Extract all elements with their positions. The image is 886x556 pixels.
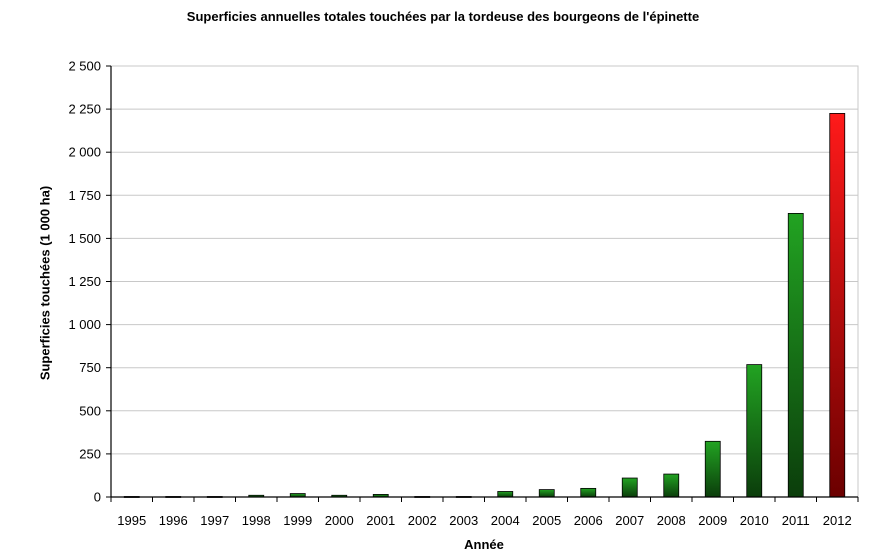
x-tick-label: 2010 <box>740 513 769 528</box>
x-tick-label: 2006 <box>574 513 603 528</box>
y-tick-label: 1 500 <box>68 231 101 246</box>
y-tick-label: 2 000 <box>68 145 101 160</box>
y-tick-label: 0 <box>94 490 101 505</box>
x-tick-label: 2004 <box>491 513 520 528</box>
bar-2008 <box>663 473 680 498</box>
x-tick-label: 2008 <box>657 513 686 528</box>
axes <box>106 65 859 502</box>
y-tick-label: 1 250 <box>68 274 101 289</box>
x-tick-label: 2003 <box>449 513 478 528</box>
x-tick-label: 2001 <box>366 513 395 528</box>
y-tick-label: 750 <box>79 360 101 375</box>
grid-lines <box>110 65 859 498</box>
y-tick-labels: 0 250 500 750 1 000 1 250 1 500 1 750 2 000 2 250… <box>68 59 101 505</box>
x-tick-label: 2005 <box>532 513 561 528</box>
y-tick-label: 2 500 <box>68 59 101 74</box>
chart-title: Superficies annuelles totales touchées p… <box>186 9 700 24</box>
y-tick-label: 500 <box>79 403 101 418</box>
x-tick-label: 1997 <box>200 513 229 528</box>
y-tick-label: 2 250 <box>68 102 101 117</box>
bar-2009 <box>704 440 721 498</box>
bar-2010 <box>746 364 763 498</box>
y-tick-label: 1 750 <box>68 188 101 203</box>
x-tick-label: 2002 <box>408 513 437 528</box>
x-tick-label: 2007 <box>615 513 644 528</box>
x-axis-label: Année <box>464 537 504 552</box>
x-tick-label: 2011 <box>782 513 810 528</box>
x-tick-label: 2009 <box>698 513 727 528</box>
bar-2011 <box>787 213 804 498</box>
x-tick-label: 1999 <box>283 513 312 528</box>
y-tick-label: 1 000 <box>68 317 101 332</box>
bar-2007 <box>621 477 638 498</box>
x-tick-labels: 1995 1996 1997 1998 1999 2000 2001 2002 2003 2004… <box>117 513 851 528</box>
x-tick-label: 1996 <box>159 513 188 528</box>
bar-series <box>123 113 846 498</box>
x-tick-label: 1998 <box>242 513 271 528</box>
x-tick-label: 2000 <box>325 513 354 528</box>
bar-2012 <box>829 113 846 498</box>
x-tick-label: 2012 <box>823 513 852 528</box>
bar-2004 <box>497 491 514 498</box>
x-tick-label: 1995 <box>117 513 146 528</box>
y-tick-label: 250 <box>79 446 101 461</box>
bar-2005 <box>538 489 555 498</box>
bar-2006 <box>580 487 597 498</box>
